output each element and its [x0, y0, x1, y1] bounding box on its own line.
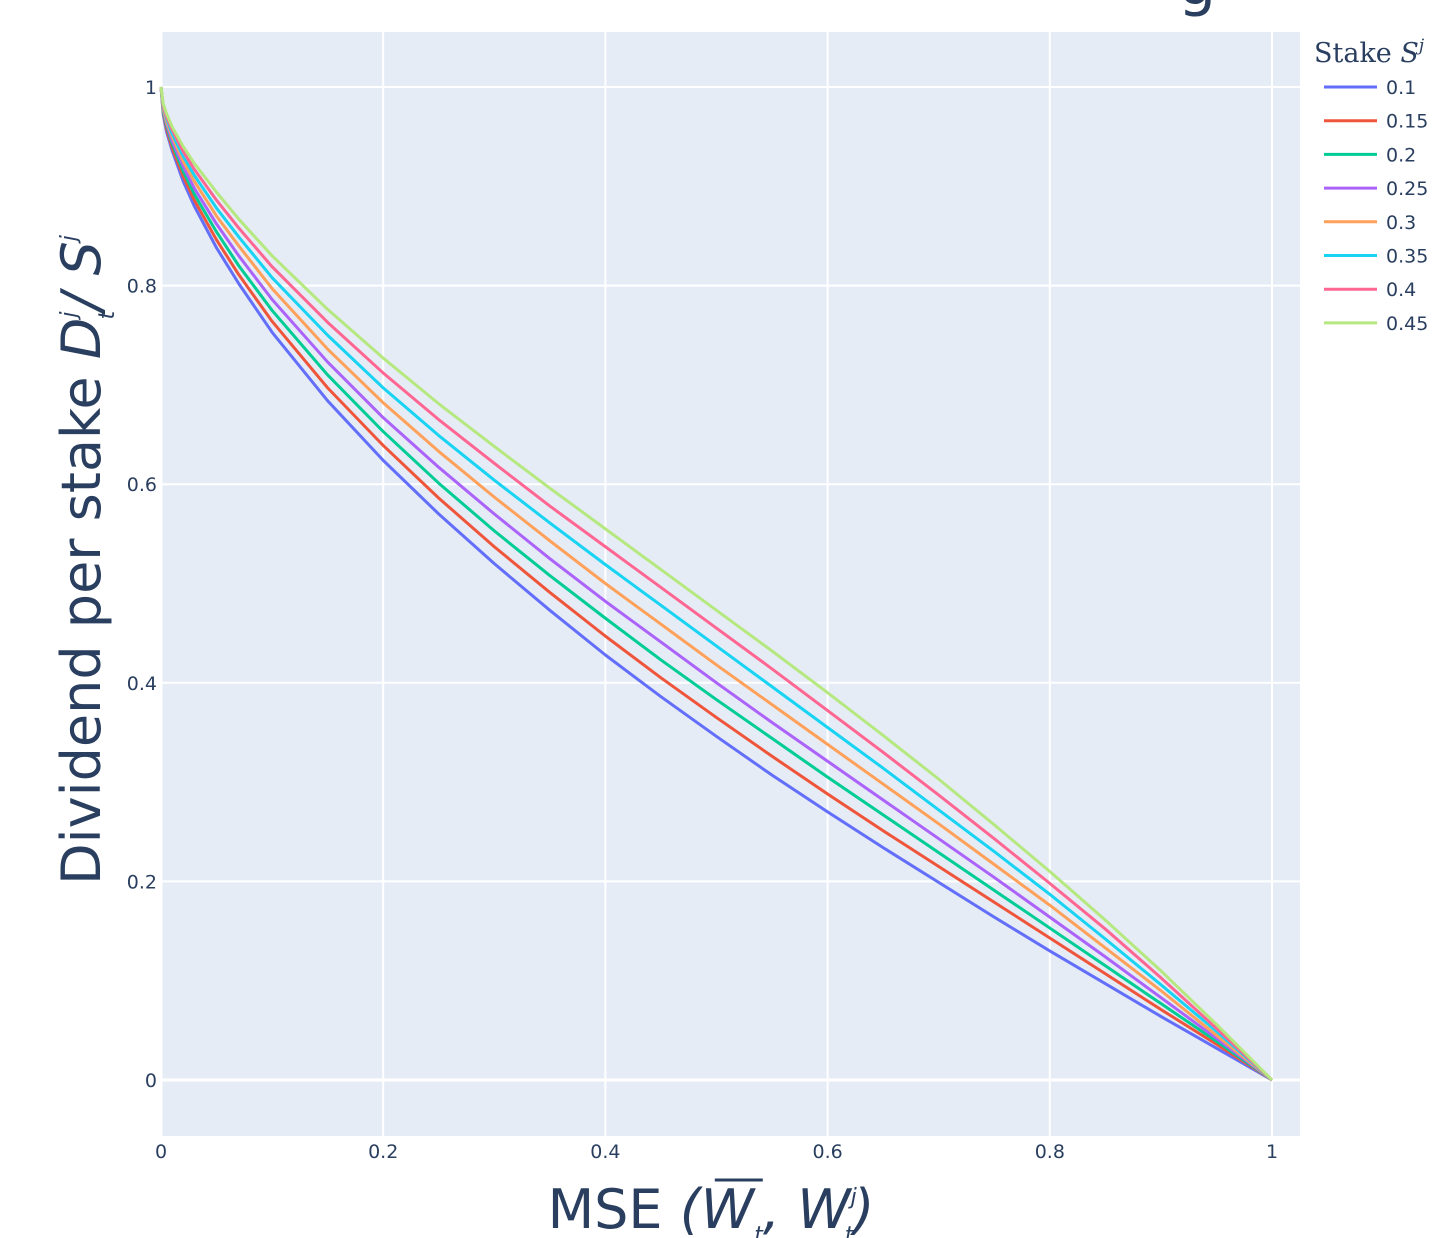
series-line-0.35	[159, 86, 1273, 1082]
legend-label: 0.25	[1386, 178, 1428, 200]
y-tick-label: 0.6	[127, 474, 157, 496]
x-tick-label: 0.8	[1035, 1141, 1065, 1163]
y-tick-label: 0.4	[127, 673, 157, 695]
legend-item-0.2[interactable]: 0.2	[1324, 144, 1416, 166]
x-axis-title-sup2: j	[848, 1185, 858, 1210]
y-axis-title-d-sub: t	[95, 309, 120, 319]
x-tick-label: 0.6	[812, 1141, 842, 1163]
legend-item-0.1[interactable]: 0.1	[1324, 77, 1416, 99]
legend-label: 0.2	[1386, 144, 1416, 166]
legend-label: 0.4	[1386, 279, 1416, 301]
x-axis-title-comma: ,	[763, 1178, 797, 1238]
y-tick-label: 0	[145, 1070, 157, 1092]
legend-title-text: Stake	[1314, 38, 1400, 69]
chart-title-fragment: g	[1178, 0, 1216, 19]
x-axis-title-sub1: t	[754, 1223, 764, 1238]
x-axis-title: MSE (Wt, Wj t)	[548, 1178, 875, 1238]
y-axis-title-d-sup: j	[57, 311, 82, 321]
legend-item-0.15[interactable]: 0.15	[1324, 111, 1428, 133]
legend-item-0.4[interactable]: 0.4	[1324, 279, 1416, 301]
legend-label: 0.3	[1386, 212, 1416, 234]
x-axis-ticks: 0 0.2 0.4 0.6 0.8 1	[155, 1141, 1278, 1163]
series-line-0.4	[159, 86, 1274, 1082]
series-line-0.1	[159, 86, 1273, 1082]
legend-title-superscript: j	[1415, 36, 1425, 56]
y-axis-title-prefix: Dividend per stake	[50, 359, 113, 885]
y-axis-title-s: S	[50, 241, 113, 275]
y-axis-ticks: 0 0.2 0.4 0.6 0.8 1	[127, 77, 157, 1092]
x-axis-title-w2: W	[797, 1178, 853, 1238]
x-axis-title-open: (	[680, 1178, 704, 1238]
legend-label: 0.15	[1386, 111, 1428, 133]
y-axis-title: Dividend per stake Dj t/ Sj	[50, 234, 120, 885]
series-lines	[159, 86, 1274, 1082]
legend-item-0.25[interactable]: 0.25	[1324, 178, 1428, 200]
y-axis-title-slash: /	[50, 275, 113, 314]
zero-line	[159, 32, 1300, 1136]
legend-label: 0.1	[1386, 77, 1416, 99]
y-axis-title-d: D	[50, 318, 113, 360]
series-line-0.3	[159, 86, 1273, 1082]
x-tick-label: 0	[155, 1141, 167, 1163]
x-tick-label: 1	[1266, 1141, 1278, 1163]
x-axis-title-w1: W	[701, 1178, 757, 1238]
x-tick-label: 0.4	[590, 1141, 620, 1163]
x-tick-label: 0.2	[368, 1141, 398, 1163]
series-line-0.2	[159, 86, 1273, 1082]
legend-title-symbol: S	[1400, 38, 1419, 69]
legend-item-0.45[interactable]: 0.45	[1324, 313, 1428, 335]
legend-title: Stake Sj	[1314, 36, 1425, 69]
legend-item-0.35[interactable]: 0.35	[1324, 246, 1428, 268]
series-line-0.25	[159, 86, 1273, 1082]
x-axis-title-sub2: t	[845, 1223, 855, 1238]
grid-lines	[161, 32, 1300, 1136]
plot-area	[161, 32, 1300, 1136]
legend[interactable]: 0.1 0.15 0.2 0.25 0.3 0.35 0.4 0.45	[1324, 77, 1428, 335]
series-line-0.15	[159, 86, 1273, 1082]
y-tick-label: 0.2	[127, 871, 157, 893]
y-axis-title-s-sup: j	[57, 234, 82, 244]
legend-label: 0.45	[1386, 313, 1428, 335]
series-line-0.45	[159, 86, 1274, 1082]
legend-item-0.3[interactable]: 0.3	[1324, 212, 1416, 234]
legend-label: 0.35	[1386, 246, 1428, 268]
y-tick-label: 1	[145, 77, 157, 99]
x-axis-title-close: )	[849, 1178, 874, 1238]
y-tick-label: 0.8	[127, 276, 157, 298]
x-axis-title-prefix: MSE	[548, 1178, 680, 1238]
